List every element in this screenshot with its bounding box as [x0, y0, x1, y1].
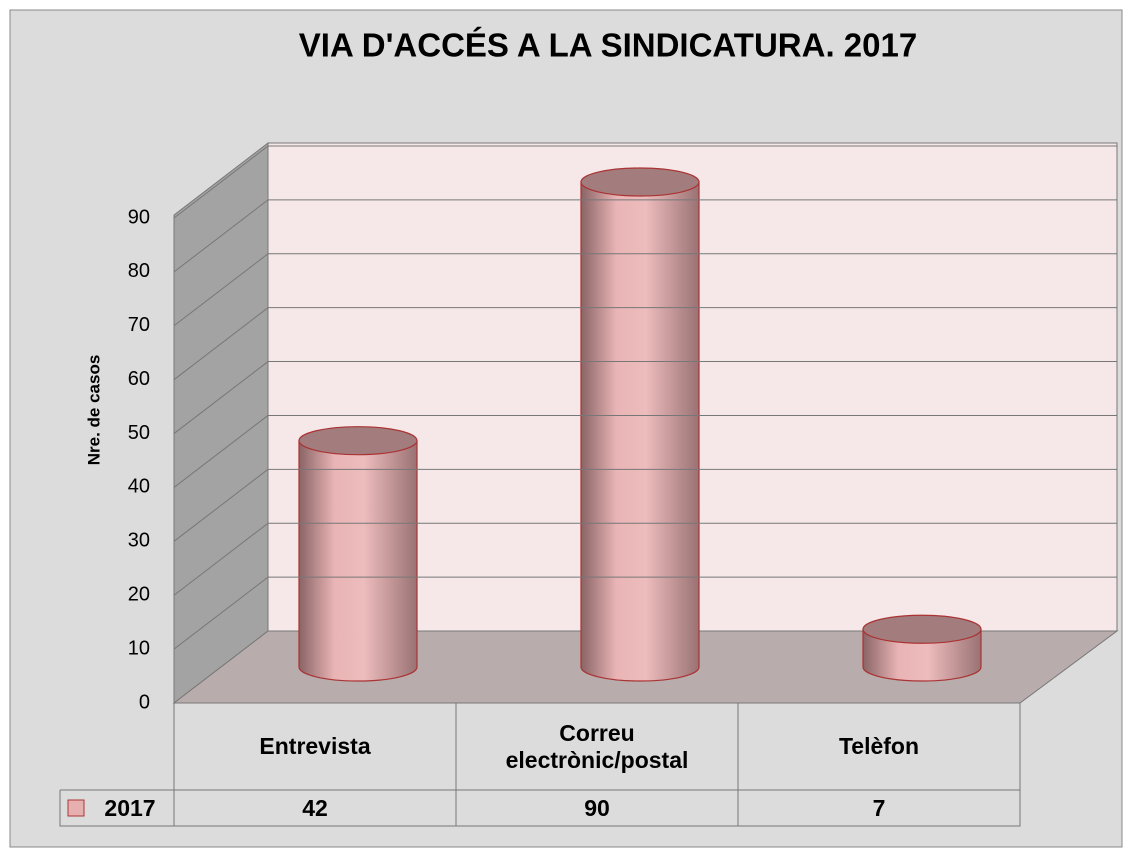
y-axis-label: Nre. de casos [84, 355, 103, 466]
y-tick-label: 40 [128, 476, 150, 498]
bar-top [580, 167, 700, 197]
bar-top [298, 426, 418, 456]
bar [580, 181, 700, 682]
grid-line [173, 361, 269, 434]
grid-line [173, 468, 269, 542]
y-tick-label: 20 [128, 584, 150, 606]
table-value: 42 [302, 794, 328, 821]
y-tick-label: 90 [128, 206, 150, 228]
table-border [173, 703, 1021, 827]
y-tick-label: 60 [128, 368, 150, 390]
grid-line [173, 576, 269, 650]
grid-line [173, 145, 269, 219]
bar [862, 628, 982, 682]
bar-top [862, 614, 982, 644]
grid-line [173, 522, 269, 596]
y-tick-label: 10 [128, 637, 150, 659]
grid-line [173, 253, 269, 327]
grid-line [173, 199, 269, 273]
table-border [59, 790, 174, 827]
grid-line [173, 415, 269, 488]
y-tick-label: 0 [139, 691, 150, 713]
category-label: Correu electrònic/postal [505, 719, 689, 773]
y-tick-label: 50 [128, 422, 150, 444]
legend-label: 2017 [104, 794, 156, 821]
bar [298, 440, 418, 682]
table-value: 90 [584, 794, 610, 821]
legend-swatch [67, 799, 85, 817]
table-value: 7 [872, 794, 886, 821]
y-tick-label: 30 [128, 530, 150, 552]
category-label: Telèfon [838, 733, 920, 759]
y-tick-label: 80 [128, 260, 150, 282]
category-label: Entrevista [259, 733, 371, 759]
grid-line [173, 307, 269, 381]
y-tick-label: 70 [128, 314, 150, 336]
chart-title: VIA D'ACCÉS A LA SINDICATURA. 2017 [299, 27, 917, 64]
